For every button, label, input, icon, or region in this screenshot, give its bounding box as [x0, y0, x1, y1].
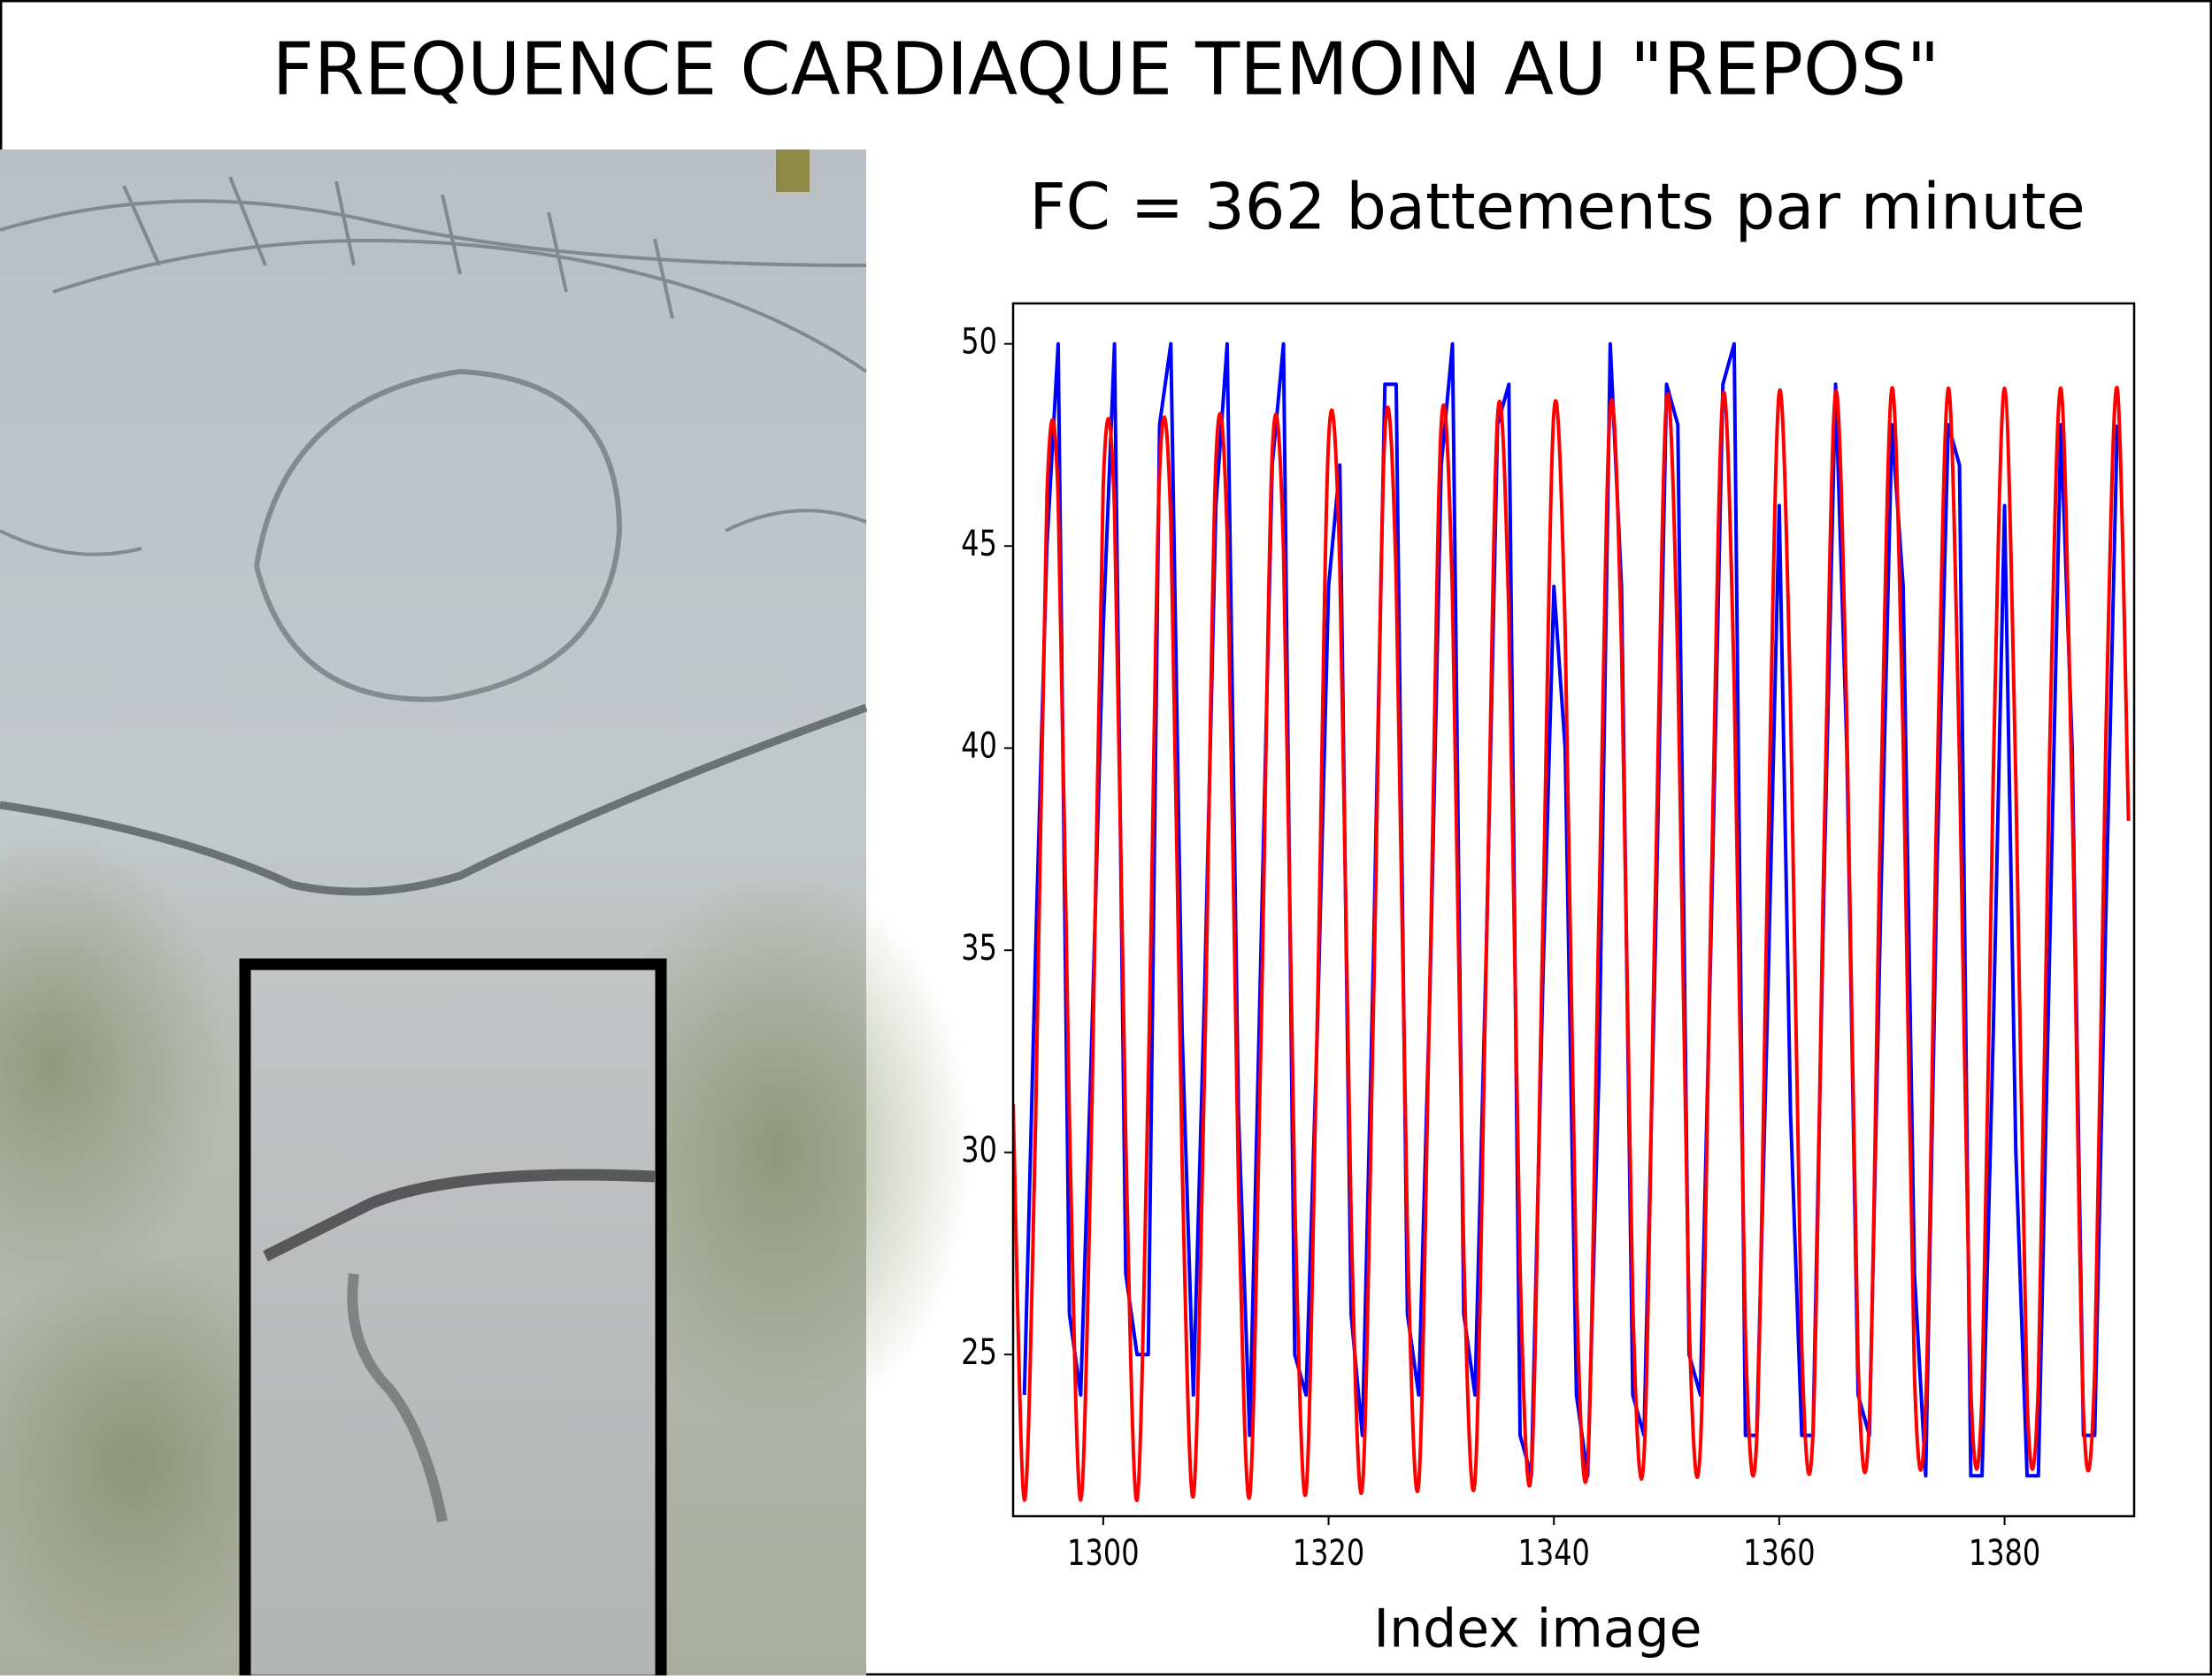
x-tick-label: 1300 — [1067, 1531, 1139, 1573]
x-tick-label: 1340 — [1517, 1531, 1589, 1573]
y-tick-label: 30 — [961, 1129, 997, 1170]
y-tick-label: 50 — [961, 320, 997, 362]
y-tick-label: 45 — [961, 523, 997, 564]
x-tick-label: 1380 — [1969, 1531, 2040, 1573]
title: FREQUENCE CARDIAQUE TEMOIN AU "REPOS" — [273, 27, 1940, 111]
microscope-image — [0, 150, 973, 1679]
data-line — [1013, 386, 2131, 1502]
x-tick-label: 1320 — [1293, 1531, 1364, 1573]
x-axis-label: Index image — [1373, 1598, 1701, 1660]
y-tick-label: 25 — [961, 1331, 997, 1373]
y-tick-label: 35 — [961, 927, 997, 969]
plot — [1013, 341, 2131, 1502]
subtitle: FC = 362 battements par minute — [1029, 170, 2085, 244]
plot-border — [1011, 302, 2136, 1518]
y-tick-label: 40 — [961, 724, 997, 766]
x-tick-label: 1360 — [1743, 1531, 1815, 1573]
